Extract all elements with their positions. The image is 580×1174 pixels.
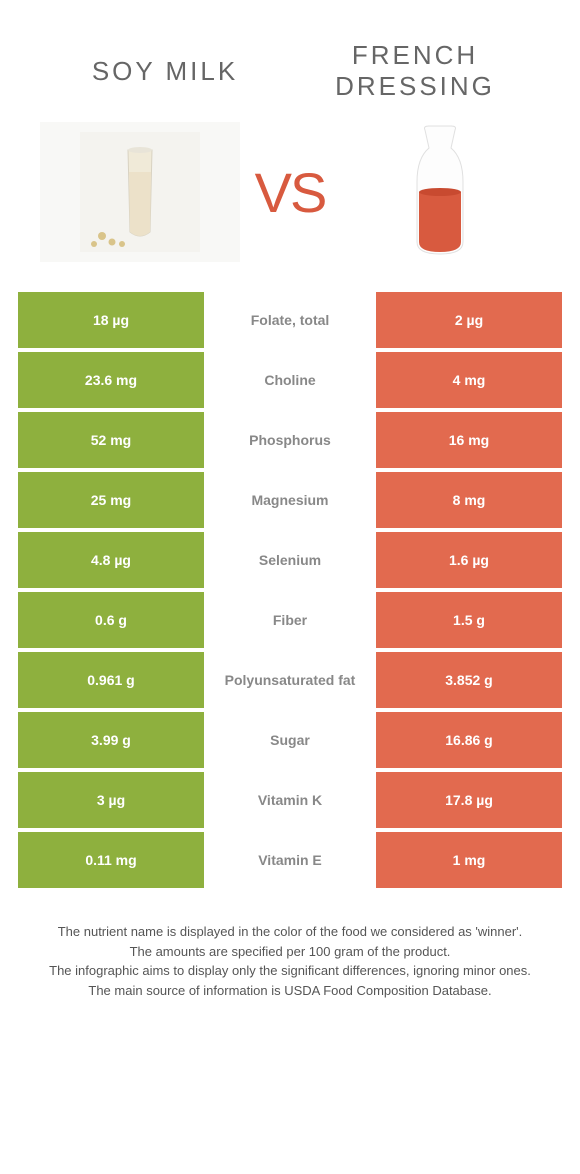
nutrient-label: Selenium: [204, 532, 376, 588]
left-value: 3 µg: [18, 772, 204, 828]
right-value: 4 mg: [376, 352, 562, 408]
images-row: VS: [0, 122, 580, 292]
table-row: 3.99 gSugar16.86 g: [18, 712, 562, 768]
table-row: 25 mgMagnesium8 mg: [18, 472, 562, 528]
left-value: 25 mg: [18, 472, 204, 528]
table-row: 52 mgPhosphorus16 mg: [18, 412, 562, 468]
table-row: 18 µgFolate, total2 µg: [18, 292, 562, 348]
right-product-image: [340, 122, 540, 262]
nutrient-label: Vitamin E: [204, 832, 376, 888]
left-value: 0.6 g: [18, 592, 204, 648]
nutrient-label: Fiber: [204, 592, 376, 648]
nutrient-label: Magnesium: [204, 472, 376, 528]
footer-line: The nutrient name is displayed in the co…: [30, 922, 550, 942]
left-value: 23.6 mg: [18, 352, 204, 408]
left-value: 0.961 g: [18, 652, 204, 708]
table-row: 23.6 mgCholine4 mg: [18, 352, 562, 408]
left-value: 0.11 mg: [18, 832, 204, 888]
nutrient-label: Polyunsaturated fat: [204, 652, 376, 708]
left-value: 52 mg: [18, 412, 204, 468]
table-row: 0.961 gPolyunsaturated fat3.852 g: [18, 652, 562, 708]
table-row: 4.8 µgSelenium1.6 µg: [18, 532, 562, 588]
table-row: 0.11 mgVitamin E1 mg: [18, 832, 562, 888]
nutrient-label: Vitamin K: [204, 772, 376, 828]
right-product-title: French dressing: [290, 40, 540, 102]
soy-milk-icon: [80, 132, 200, 252]
table-row: 3 µgVitamin K17.8 µg: [18, 772, 562, 828]
left-product-image: [40, 122, 240, 262]
nutrient-label: Phosphorus: [204, 412, 376, 468]
nutrient-label: Sugar: [204, 712, 376, 768]
left-value: 3.99 g: [18, 712, 204, 768]
left-value: 18 µg: [18, 292, 204, 348]
nutrient-label: Choline: [204, 352, 376, 408]
left-value: 4.8 µg: [18, 532, 204, 588]
footer-line: The infographic aims to display only the…: [30, 961, 550, 981]
right-value: 8 mg: [376, 472, 562, 528]
nutrient-label: Folate, total: [204, 292, 376, 348]
right-value: 17.8 µg: [376, 772, 562, 828]
right-value: 16.86 g: [376, 712, 562, 768]
right-value: 3.852 g: [376, 652, 562, 708]
comparison-table: 18 µgFolate, total2 µg23.6 mgCholine4 mg…: [0, 292, 580, 888]
footer-line: The main source of information is USDA F…: [30, 981, 550, 1001]
right-value: 2 µg: [376, 292, 562, 348]
right-value: 1 mg: [376, 832, 562, 888]
french-dressing-icon: [385, 122, 495, 262]
right-value: 1.5 g: [376, 592, 562, 648]
left-product-title: Soy milk: [40, 56, 290, 87]
vs-label: VS: [255, 160, 326, 225]
header: Soy milk French dressing: [0, 0, 580, 122]
footer-line: The amounts are specified per 100 gram o…: [30, 942, 550, 962]
footer-notes: The nutrient name is displayed in the co…: [0, 892, 580, 1000]
table-row: 0.6 gFiber1.5 g: [18, 592, 562, 648]
right-value: 16 mg: [376, 412, 562, 468]
right-value: 1.6 µg: [376, 532, 562, 588]
